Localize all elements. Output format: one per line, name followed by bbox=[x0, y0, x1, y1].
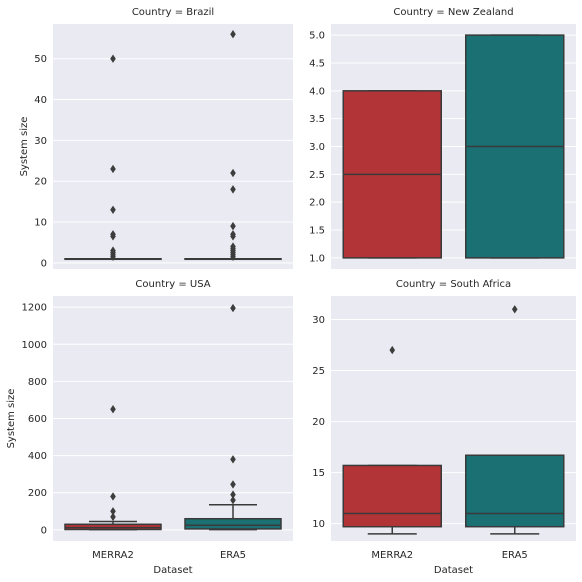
y-tick-label: 4.0 bbox=[309, 86, 325, 97]
x-tick-label: ERA5 bbox=[220, 550, 246, 561]
outlier-point bbox=[230, 30, 236, 39]
y-axis-label: System size bbox=[6, 389, 17, 449]
panel-title: Country = South Africa bbox=[396, 279, 511, 290]
outlier-point bbox=[230, 185, 236, 194]
outlier-point bbox=[230, 221, 236, 231]
outlier-point bbox=[389, 345, 396, 355]
outlier-point bbox=[230, 230, 236, 239]
panel-2: 1.0 1.5 2.0 2.5 3.0 3.5 4.0 4.5 5.0 Country = New… bbox=[309, 7, 576, 269]
y-tick-label: 1200 bbox=[22, 303, 47, 314]
box-merra2 bbox=[342, 90, 442, 259]
box-body bbox=[184, 517, 282, 530]
panel-1: 0 10 20 30 40 50 Country = Brazil System size bbox=[19, 7, 293, 269]
panel-title: Country = New Zealand bbox=[393, 7, 513, 18]
outlier-point bbox=[230, 303, 236, 313]
y-tick-label: 30 bbox=[312, 315, 325, 326]
box-era5 bbox=[465, 305, 565, 535]
y-tick-label: 4.5 bbox=[309, 58, 325, 69]
y-tick-label: 15 bbox=[312, 468, 325, 479]
x-axis-label: Dataset bbox=[153, 565, 192, 576]
box-merra2 bbox=[64, 405, 162, 531]
outlier-point bbox=[110, 405, 116, 414]
box-merra2 bbox=[64, 54, 162, 261]
y-tick-label: 600 bbox=[28, 414, 47, 425]
x-axis-label: Dataset bbox=[434, 565, 473, 576]
outlier-point bbox=[230, 495, 236, 505]
y-tick-label: 0 bbox=[41, 525, 47, 536]
y-tick-label: 40 bbox=[34, 95, 47, 106]
outlier-point bbox=[110, 492, 116, 501]
panel-3: 0 200 400 600 800 1000 1200 Country = USA MERRA2… bbox=[6, 279, 293, 576]
outlier-point bbox=[110, 164, 116, 174]
outlier-point bbox=[110, 512, 116, 522]
box-body bbox=[342, 464, 442, 528]
outlier-point bbox=[230, 242, 236, 251]
x-tick-label: MERRA2 bbox=[371, 550, 413, 561]
outlier-point bbox=[110, 507, 116, 516]
outlier-point bbox=[110, 230, 116, 239]
y-tick-label: 20 bbox=[312, 417, 325, 428]
y-tick-label: 5.0 bbox=[309, 31, 325, 42]
y-tick-label: 1.0 bbox=[309, 253, 325, 264]
panel-title: Country = Brazil bbox=[132, 7, 214, 18]
panel-title: Country = USA bbox=[135, 279, 210, 290]
outlier-point bbox=[230, 168, 236, 178]
y-tick-label: 10 bbox=[312, 519, 325, 530]
outlier-point bbox=[230, 455, 236, 464]
y-tick-label: 400 bbox=[28, 451, 47, 462]
y-tick-label: 25 bbox=[312, 366, 325, 377]
box-merra2 bbox=[342, 345, 442, 535]
y-tick-label: 3.0 bbox=[309, 142, 325, 153]
box-body bbox=[465, 454, 565, 528]
y-tick-label: 0 bbox=[41, 258, 47, 269]
outlier-point bbox=[110, 205, 116, 214]
y-tick-label: 3.5 bbox=[309, 114, 325, 125]
panel-background bbox=[53, 24, 293, 269]
x-tick-label: MERRA2 bbox=[92, 550, 134, 561]
box-era5 bbox=[184, 303, 282, 531]
y-tick-label: 200 bbox=[28, 488, 47, 499]
box-era5 bbox=[465, 34, 565, 259]
y-tick-label: 2.0 bbox=[309, 198, 325, 209]
box-era5 bbox=[184, 30, 282, 261]
outlier-point bbox=[110, 246, 116, 255]
x-tick-label: ERA5 bbox=[502, 550, 528, 561]
panel-4: 10 15 20 25 30 Country = South Africa MERRA2 ER… bbox=[312, 279, 576, 576]
y-tick-label: 2.5 bbox=[309, 170, 325, 181]
y-tick-label: 10 bbox=[34, 218, 47, 229]
y-tick-label: 800 bbox=[28, 377, 47, 388]
y-tick-label: 50 bbox=[34, 54, 47, 65]
outlier-point bbox=[230, 480, 236, 489]
y-tick-label: 30 bbox=[34, 136, 47, 147]
y-tick-label: 1000 bbox=[22, 340, 47, 351]
y-tick-label: 20 bbox=[34, 177, 47, 188]
y-tick-label: 1.5 bbox=[309, 226, 325, 237]
outlier-point bbox=[230, 490, 236, 499]
y-axis-label: System size bbox=[19, 117, 30, 177]
outlier-point bbox=[511, 305, 518, 314]
outlier-point bbox=[110, 54, 116, 63]
